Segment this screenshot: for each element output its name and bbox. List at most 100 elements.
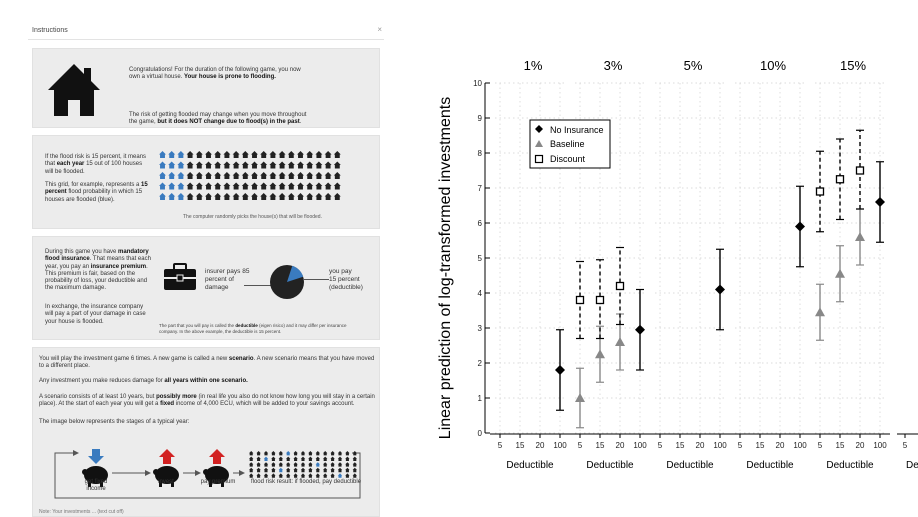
house-icon [315,473,320,478]
house-icon [333,182,341,190]
house-icon [297,151,304,158]
house-icon [186,151,194,158]
house-icon [287,193,295,200]
investment-section: You will play the investment game 6 time… [32,347,380,517]
flooded-house-icon [168,193,176,200]
house-icon [330,456,335,461]
house-icon [315,193,323,200]
house-icon [195,151,203,158]
house-icon [271,467,276,473]
stage-flood-label: flood risk result: if flooded, pay deduc… [250,479,362,485]
house-icon [271,451,276,456]
panel-title: 15% [840,58,866,73]
house-icon [300,473,306,478]
risk-change-text: The risk of getting flooded may change w… [129,112,307,126]
house-icon [293,451,298,456]
house-icon [249,462,254,467]
house-icon [256,456,261,461]
close-icon[interactable]: × [377,25,382,34]
piggy-bank-icon [203,466,229,487]
y-tick-label: 6 [478,219,483,228]
house-icon [287,172,295,179]
square-marker [615,281,625,291]
house-icon [241,193,249,200]
house-icon [315,172,323,179]
house-icon [269,172,277,179]
house-icon [232,161,240,169]
stage-invest-label: invest [158,479,174,485]
flooded-house-icon [177,161,185,169]
house-icon [271,462,276,467]
y-tick-label: 0 [478,429,483,438]
house-icon [256,467,261,473]
legend-baseline: Baseline [550,139,585,149]
x-tick-label: 15 [756,441,765,450]
x-tick-label: 20 [536,441,545,450]
house-icon [293,462,298,467]
flooded-house-icon [263,456,269,461]
house-icon [186,182,194,190]
you-pay-label: you pay 15 percent (deductible) [329,268,363,291]
chart-marks [555,129,885,429]
house-icon [345,467,350,473]
x-tick-label: 5 [658,441,663,450]
house-icon [232,172,240,179]
house-icon [315,451,320,456]
house-icon [214,161,222,169]
house-icon [308,462,313,467]
house-icon [249,467,254,473]
triangle-marker [855,232,865,241]
piggy-bank-icon [153,466,179,487]
you-pay-connector [303,279,329,280]
house-icon [300,467,306,473]
house-icon [232,151,240,158]
house-icon [223,182,231,190]
legend-triangle-marker [535,140,543,147]
x-tick-label: 20 [696,441,705,450]
house-icon [330,451,335,456]
house-icon [308,456,313,461]
house-icon [278,456,283,461]
house-icon [186,161,194,169]
scenario-text: You will play the investment game 6 time… [39,356,375,370]
house-icon [214,193,222,200]
y-tick-label: 2 [478,359,483,368]
house-icon [269,182,277,190]
house-icon [251,161,258,169]
deductible-pie [270,265,304,299]
house-icon [186,172,194,179]
house-icon [337,456,343,461]
risk-explanation: If the flood risk is 15 percent, it mean… [45,154,147,175]
house-icon [256,473,261,478]
x-tick-label: 15 [516,441,525,450]
flooded-house-icon [159,151,166,158]
house-icon [278,151,286,158]
x-tick-label: 5 [498,441,503,450]
diamond-marker [555,365,565,375]
flooded-house-icon [177,193,185,200]
house-icon [271,473,276,478]
house-icon [278,182,286,190]
legend-discount: Discount [550,154,586,164]
x-tick-label: 100 [553,441,567,450]
house-icon [263,451,269,456]
house-icon [195,172,203,179]
house-icon [241,172,249,179]
x-axis-label: Deductible [586,460,634,471]
house-icon [306,161,314,169]
legend-no-insurance: No Insurance [550,125,604,135]
house-icon [195,182,203,190]
deductible-caption: The part that you will pay is called the… [159,323,347,334]
grid-explanation: This grid, for example, represents a 15 … [45,182,148,203]
arrow-up-icon [159,449,175,464]
house-icon [278,451,283,456]
house-icon [205,193,212,200]
house-icon [251,182,258,190]
house-icon [278,172,286,179]
house-icon [306,182,314,190]
flooded-house-icon [159,193,166,200]
stage-premium-label: pay premium [200,479,236,485]
house-icon [249,456,254,461]
house-icon [323,456,328,461]
house-icon [293,456,298,461]
